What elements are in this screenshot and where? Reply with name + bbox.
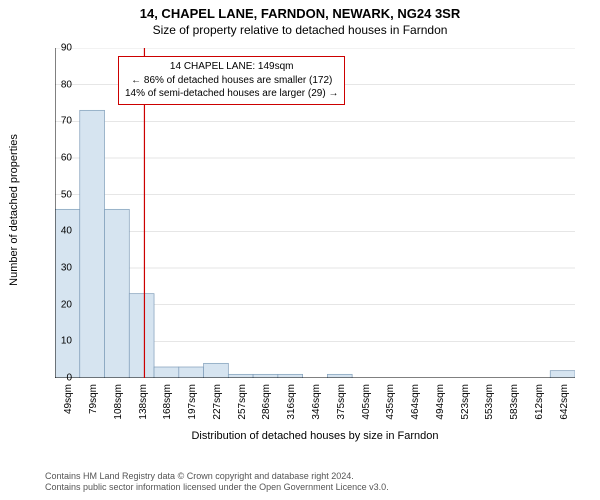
footer-line-1: Contains HM Land Registry data © Crown c… bbox=[45, 471, 389, 483]
x-tick-label: 642sqm bbox=[559, 384, 570, 420]
x-axis-label: Distribution of detached houses by size … bbox=[55, 430, 575, 442]
footer-line-2: Contains public sector information licen… bbox=[45, 482, 389, 494]
y-tick-label: 60 bbox=[61, 153, 72, 164]
x-tick-label: 464sqm bbox=[410, 384, 421, 420]
y-tick-label: 0 bbox=[66, 373, 72, 384]
y-tick-label: 20 bbox=[61, 299, 72, 310]
x-tick-label: 168sqm bbox=[162, 384, 173, 420]
x-tick-label: 257sqm bbox=[237, 384, 248, 420]
chart-title: 14, CHAPEL LANE, FARNDON, NEWARK, NG24 3… bbox=[0, 0, 600, 21]
x-tick-label: 108sqm bbox=[113, 384, 124, 420]
y-tick-label: 70 bbox=[61, 116, 72, 127]
y-tick-label: 80 bbox=[61, 79, 72, 90]
callout-line-3: 14% of semi-detached houses are larger (… bbox=[125, 87, 338, 101]
x-tick-label: 612sqm bbox=[534, 384, 545, 420]
y-tick-label: 50 bbox=[61, 189, 72, 200]
x-tick-label: 553sqm bbox=[484, 384, 495, 420]
x-tick-label: 375sqm bbox=[336, 384, 347, 420]
x-tick-label: 227sqm bbox=[212, 384, 223, 420]
x-tick-label: 49sqm bbox=[63, 384, 74, 414]
y-tick-label: 30 bbox=[61, 263, 72, 274]
x-tick-label: 286sqm bbox=[261, 384, 272, 420]
x-tick-label: 197sqm bbox=[187, 384, 198, 420]
chart-subtitle: Size of property relative to detached ho… bbox=[0, 21, 600, 37]
x-tick-label: 435sqm bbox=[385, 384, 396, 420]
callout-box: 14 CHAPEL LANE: 149sqm ← 86% of detached… bbox=[118, 56, 345, 105]
y-tick-label: 90 bbox=[61, 43, 72, 54]
x-tick-label: 138sqm bbox=[138, 384, 149, 420]
callout-line-1: 14 CHAPEL LANE: 149sqm bbox=[125, 60, 338, 74]
y-axis-label: Number of detached properties bbox=[8, 58, 20, 210]
x-tick-label: 346sqm bbox=[311, 384, 322, 420]
y-tick-label: 10 bbox=[61, 336, 72, 347]
x-tick-label: 79sqm bbox=[88, 384, 99, 414]
x-tick-label: 316sqm bbox=[286, 384, 297, 420]
callout-line-2: ← 86% of detached houses are smaller (17… bbox=[125, 74, 338, 88]
x-tick-label: 405sqm bbox=[361, 384, 372, 420]
x-tick-label: 523sqm bbox=[460, 384, 471, 420]
x-tick-label: 583sqm bbox=[509, 384, 520, 420]
x-tick-label: 494sqm bbox=[435, 384, 446, 420]
chart-container: 14, CHAPEL LANE, FARNDON, NEWARK, NG24 3… bbox=[0, 0, 600, 500]
y-tick-label: 40 bbox=[61, 226, 72, 237]
footer-attribution: Contains HM Land Registry data © Crown c… bbox=[45, 471, 389, 494]
